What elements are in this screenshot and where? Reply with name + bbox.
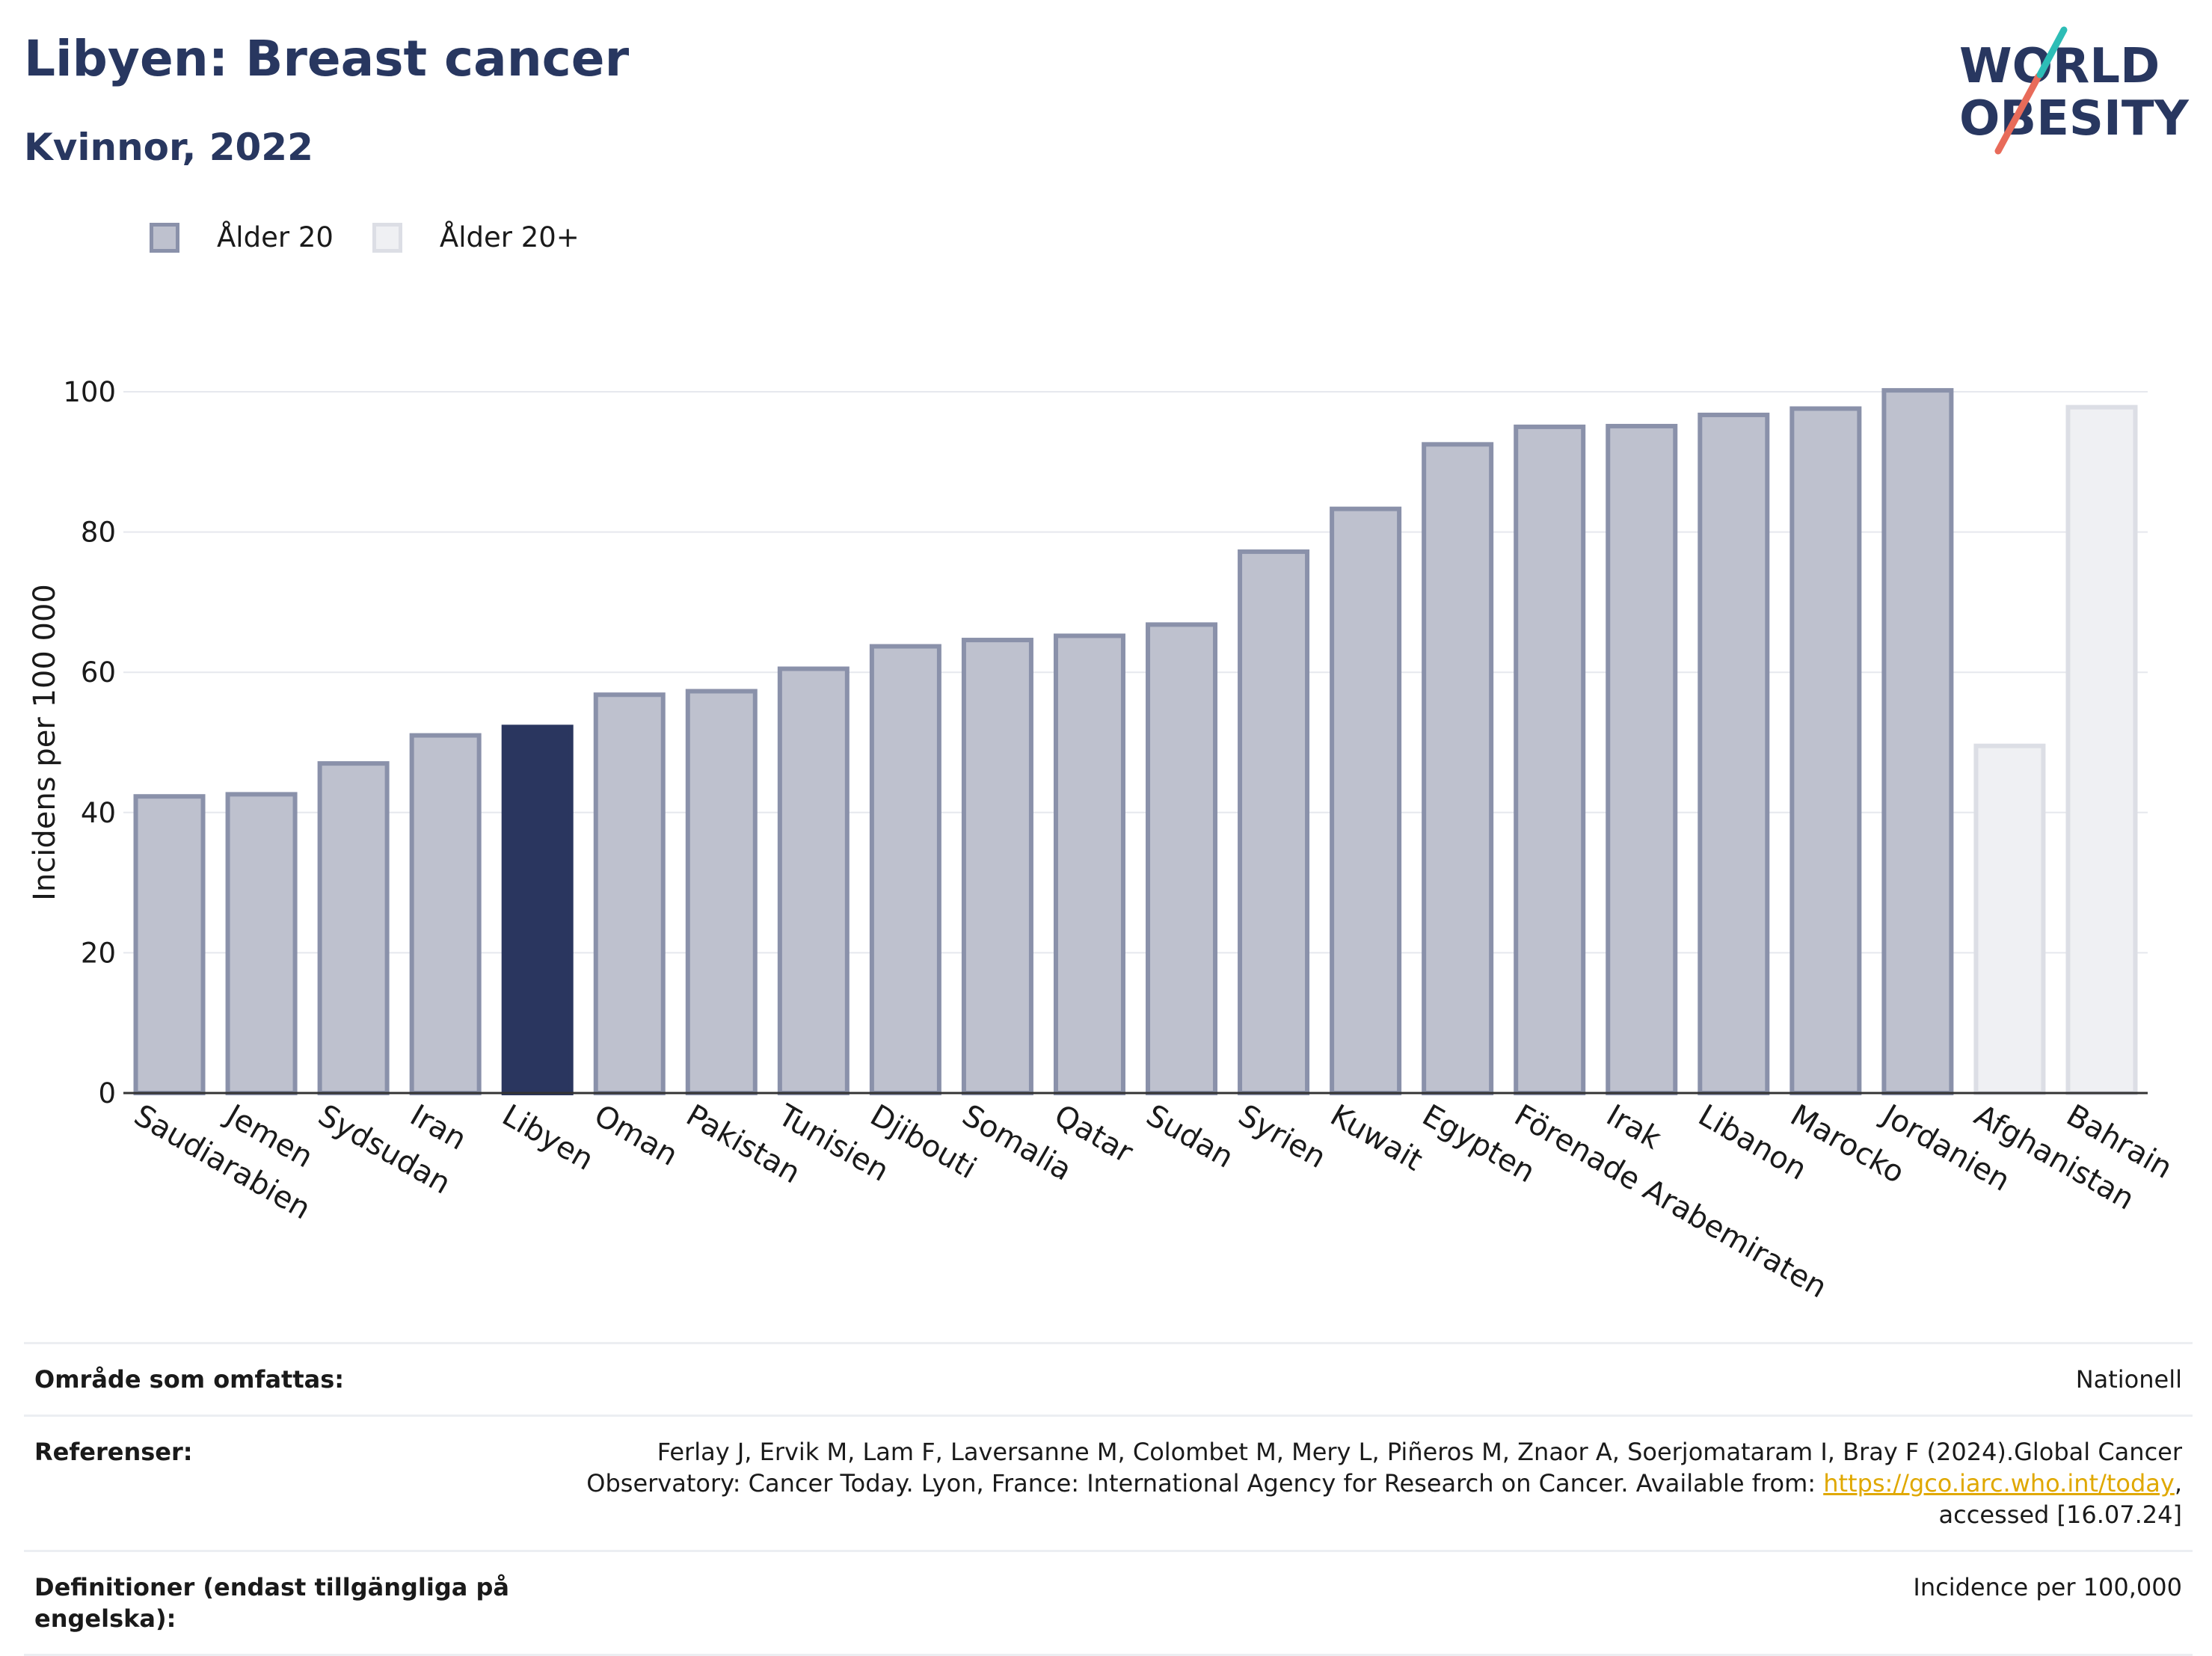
bar-egypten bbox=[1422, 442, 1494, 1095]
bar-jordanien bbox=[1881, 388, 1954, 1095]
coverage-label: Område som omfattas: bbox=[34, 1365, 345, 1394]
bar-saudiarabien bbox=[133, 794, 206, 1095]
y-tick-label: 80 bbox=[81, 517, 116, 549]
definitions-value: Incidence per 100,000 bbox=[1913, 1573, 2182, 1601]
bar-kuwait bbox=[1330, 506, 1402, 1095]
references-link[interactable]: https://gco.iarc.who.int/today bbox=[1823, 1469, 2175, 1498]
metadata-table: Område som omfattas: Nationell Referense… bbox=[24, 1342, 2193, 1656]
references-value: Ferlay J, Ervik M, Lam F, Laversanne M, … bbox=[552, 1436, 2182, 1530]
y-tick-label: 0 bbox=[98, 1077, 116, 1109]
bar-tunisien bbox=[777, 666, 850, 1095]
x-tick-label: Syrien bbox=[1232, 1098, 1332, 1175]
meta-row-coverage: Område som omfattas: Nationell bbox=[24, 1342, 2193, 1415]
bar-libanon bbox=[1698, 412, 1770, 1095]
bar-syrien bbox=[1238, 549, 1310, 1095]
references-text-1: Ferlay J, Ervik M, Lam F, Laversanne M, … bbox=[586, 1438, 2182, 1498]
x-tick-label: Oman bbox=[589, 1098, 683, 1173]
bar-somalia bbox=[961, 638, 1033, 1095]
y-tick-label: 20 bbox=[81, 937, 116, 969]
legend-swatch-alder-20-plus bbox=[372, 222, 402, 253]
references-label: Referenser: bbox=[34, 1438, 193, 1466]
bar-oman bbox=[593, 692, 666, 1095]
logo-line1: WORLD bbox=[1959, 39, 2160, 94]
definitions-label: Definitioner (endast tillgängliga på eng… bbox=[34, 1573, 509, 1633]
meta-row-definitions: Definitioner (endast tillgängliga på eng… bbox=[24, 1550, 2193, 1656]
page-subtitle: Kvinnor, 2022 bbox=[24, 126, 313, 169]
chart-legend: Ålder 20 Ålder 20+ bbox=[150, 221, 618, 253]
bar-irak bbox=[1606, 423, 1678, 1095]
x-tick-label: Sudan bbox=[1140, 1098, 1239, 1175]
bar-djibouti bbox=[869, 644, 941, 1095]
y-tick-label: 40 bbox=[81, 797, 116, 829]
x-tick-label: Kuwait bbox=[1324, 1098, 1428, 1178]
world-obesity-logo: WORLD OBESITY bbox=[1959, 26, 2189, 155]
legend-label-alder-20-plus: Ålder 20+ bbox=[439, 221, 580, 253]
bar-bahrain bbox=[2065, 404, 2138, 1095]
legend-swatch-alder-20 bbox=[150, 222, 179, 253]
references-text-2: , accessed [16.07.24] bbox=[1938, 1469, 2182, 1529]
coverage-value: Nationell bbox=[2075, 1365, 2182, 1394]
bar-pakistan bbox=[685, 689, 758, 1095]
bar-qatar bbox=[1053, 633, 1125, 1095]
bar-libyen bbox=[501, 724, 574, 1095]
bar-afghanistan bbox=[1973, 743, 2046, 1095]
bar-förenade-arabemiraten bbox=[1514, 424, 1586, 1095]
bar-sydsudan bbox=[317, 761, 390, 1095]
legend-label-alder-20: Ålder 20 bbox=[217, 221, 334, 253]
legend-item-alder-20-plus[interactable]: Ålder 20+ bbox=[372, 221, 580, 253]
x-tick-label: Förenade Arabemiraten bbox=[1508, 1098, 1832, 1305]
logo-line2: OBESITY bbox=[1959, 91, 2189, 147]
bar-sudan bbox=[1146, 622, 1218, 1095]
y-axis-label: Incidens per 100 000 bbox=[28, 584, 62, 901]
bar-jemen bbox=[225, 792, 298, 1095]
x-tick-label: Libyen bbox=[497, 1098, 600, 1178]
bar-marocko bbox=[1789, 406, 1862, 1095]
page-title: Libyen: Breast cancer bbox=[24, 30, 630, 87]
y-tick-label: 100 bbox=[63, 376, 116, 408]
legend-item-alder-20[interactable]: Ålder 20 bbox=[150, 221, 334, 253]
meta-row-references: Referenser: Ferlay J, Ervik M, Lam F, La… bbox=[24, 1415, 2193, 1550]
bar-iran bbox=[409, 733, 482, 1095]
y-tick-label: 60 bbox=[81, 656, 116, 689]
